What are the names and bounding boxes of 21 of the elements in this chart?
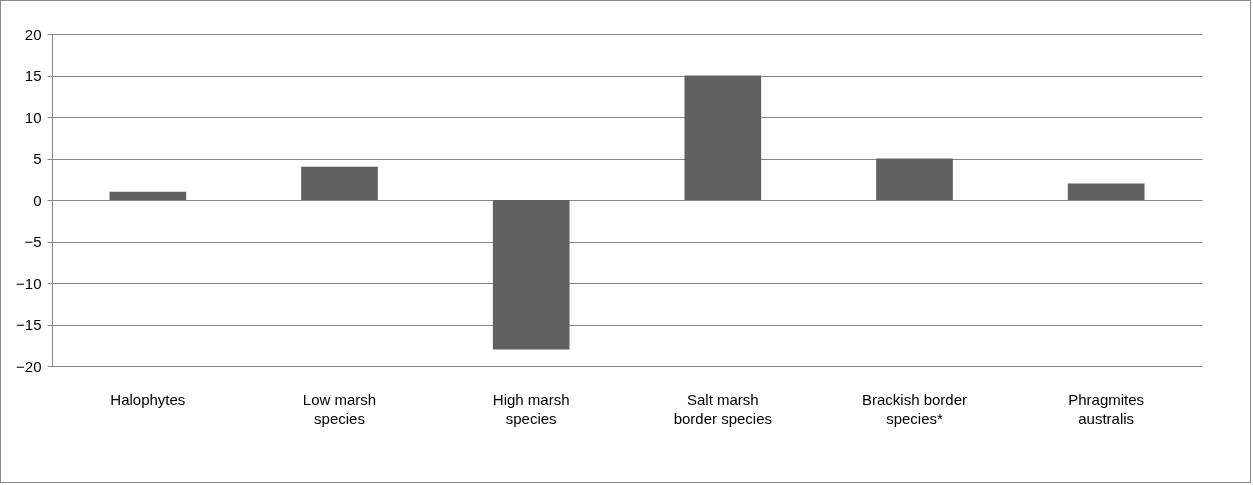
bar [109,191,187,200]
x-tick-label: Low marsh species [302,390,377,427]
y-tick-label: −10 [16,274,42,292]
bar [684,75,762,200]
x-tick-label: High marsh species [492,390,570,427]
y-tick-label: −5 [24,233,42,250]
y-tick-label: −15 [16,316,42,333]
x-tick-label: Phragmites australis [1068,390,1145,427]
y-tick-label: 15 [24,67,42,84]
bar [301,166,378,200]
y-tick-label: 0 [33,191,42,209]
y-tick-label: −20 [16,357,42,375]
x-tick-label: Brackish border species* [861,390,968,427]
bar [1067,183,1145,200]
x-tick-label: Salt marsh border species [673,390,773,427]
x-tick-label: Halophytes [110,390,186,408]
y-tick-label: 5 [33,150,42,167]
y-tick-label: 20 [24,25,42,43]
bar [876,158,953,200]
bar [492,200,570,350]
y-tick-label: 10 [24,108,42,126]
